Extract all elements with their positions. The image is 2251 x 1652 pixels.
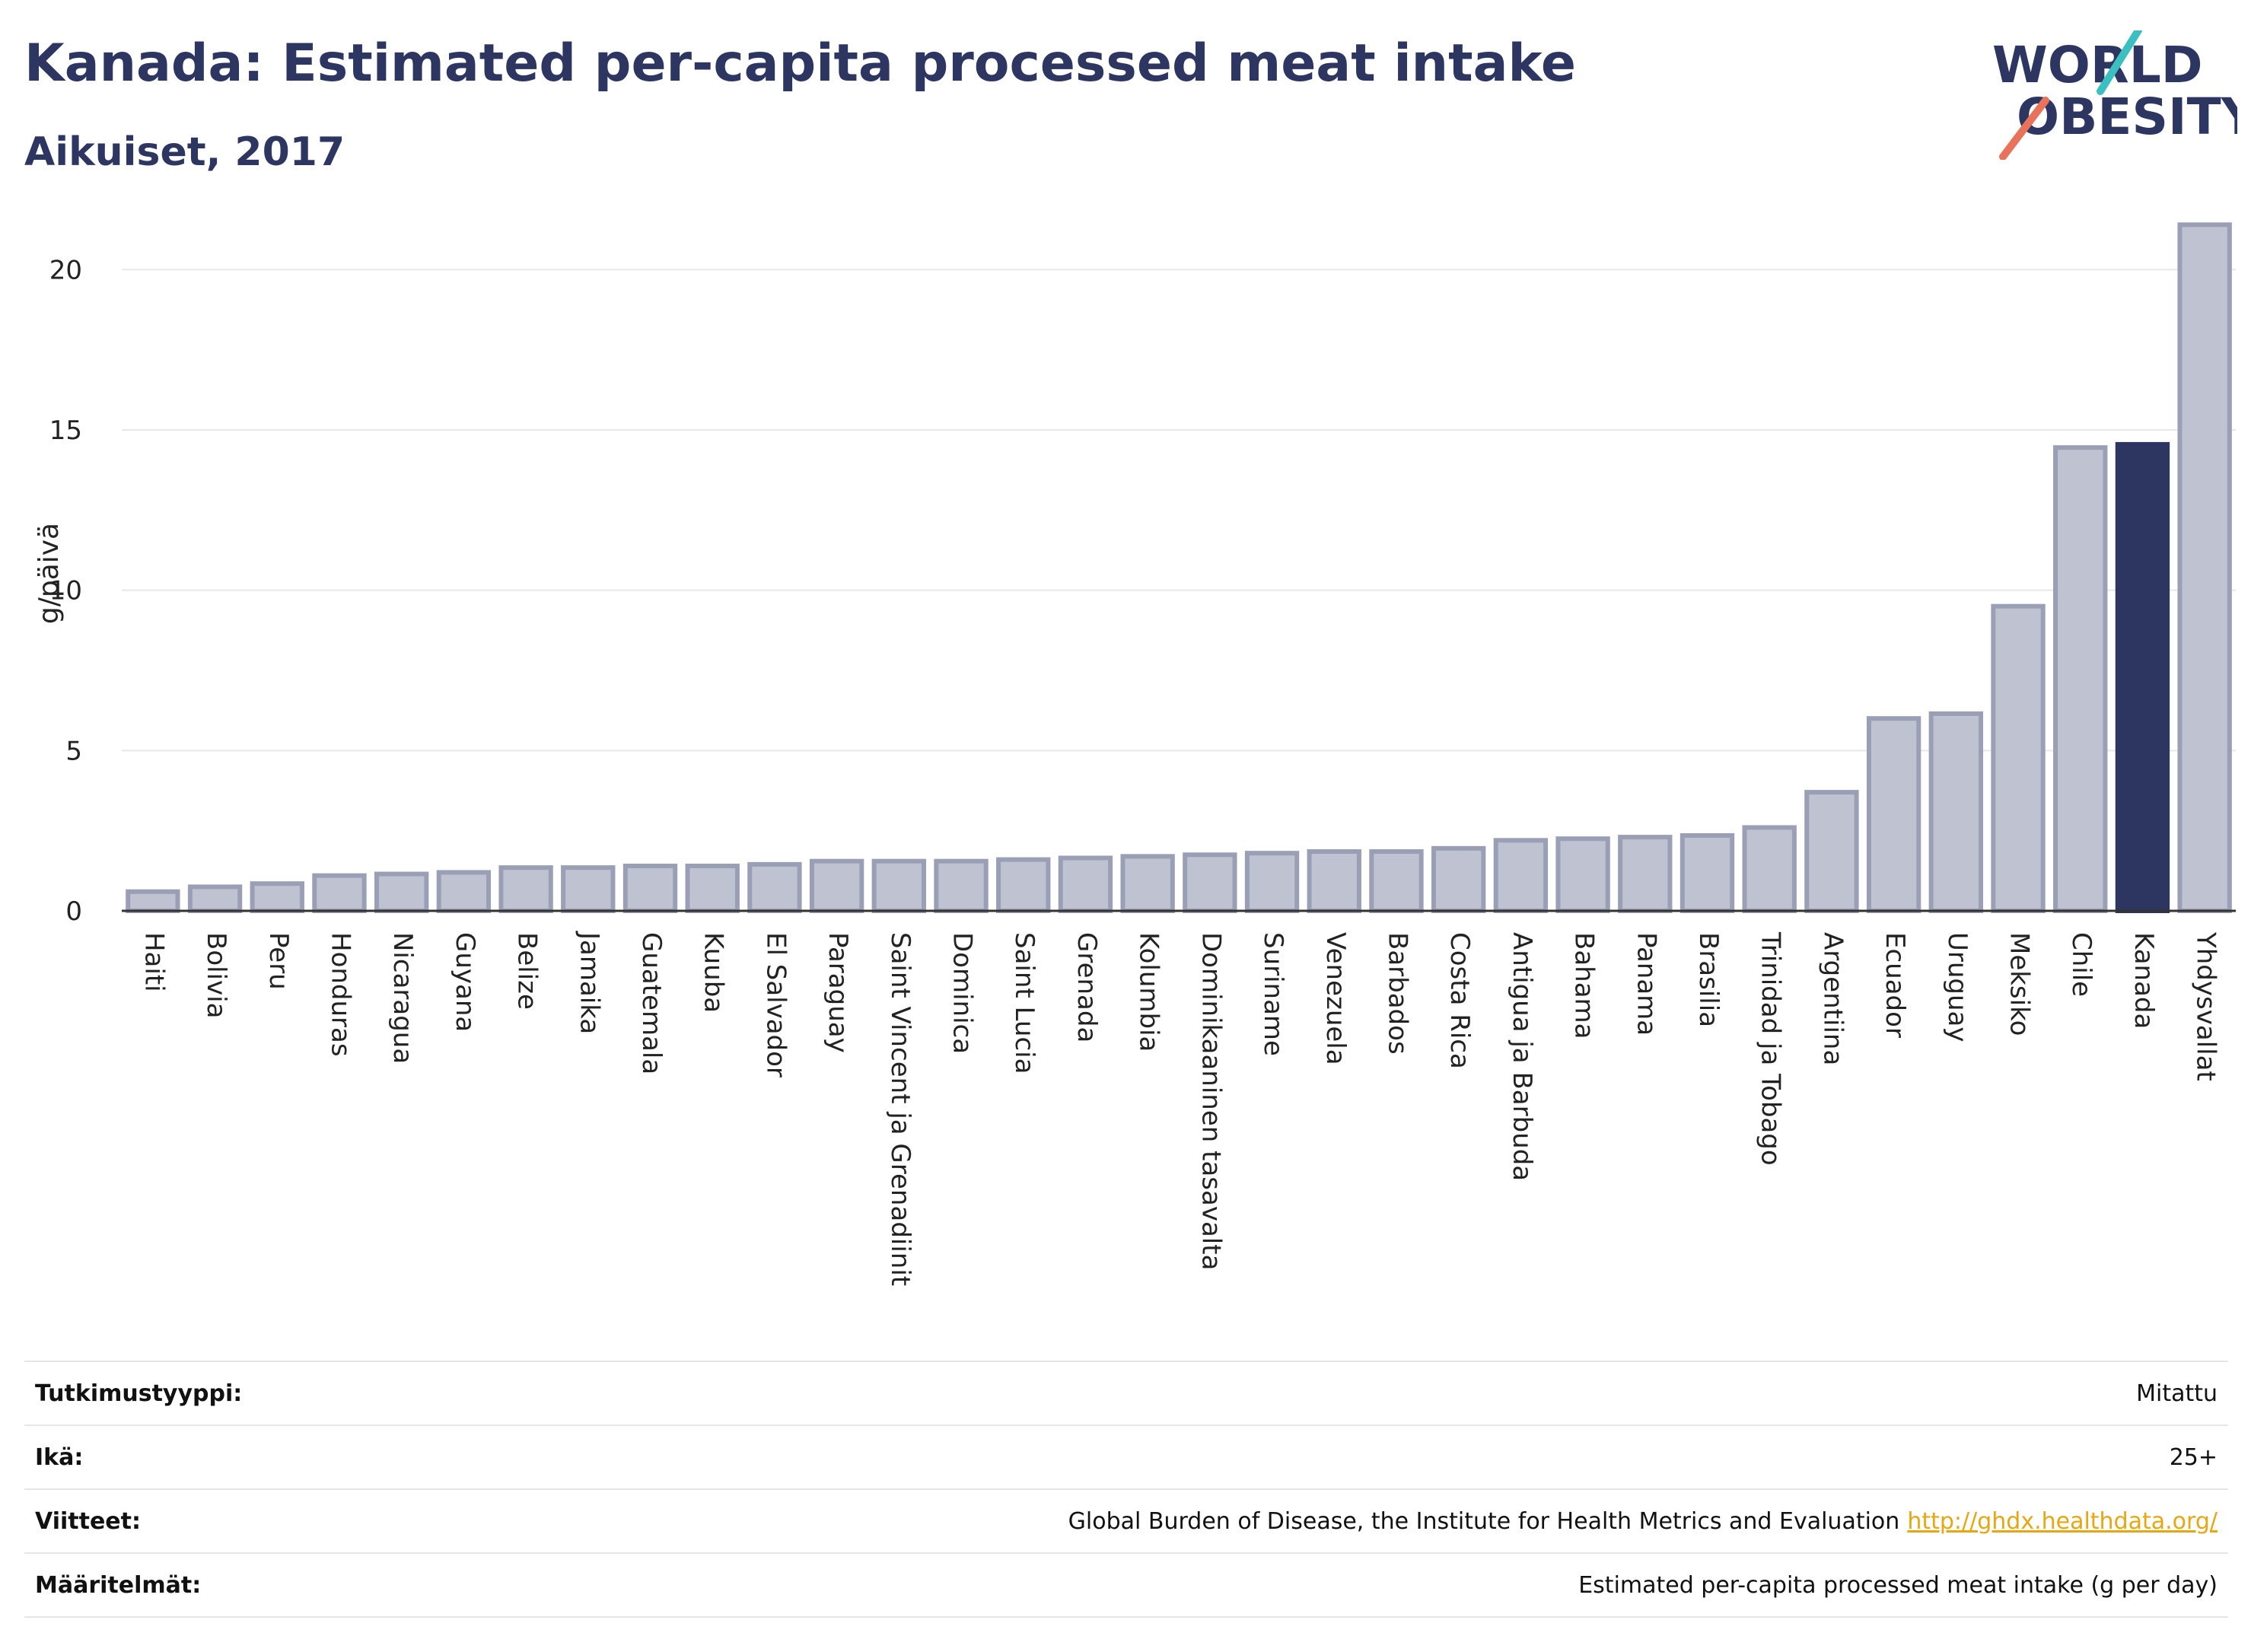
- bar: [809, 858, 864, 913]
- x-tick-label: Haiti: [138, 932, 169, 992]
- info-value: 25+: [2169, 1444, 2218, 1471]
- x-tick-label: Guatemala: [636, 932, 667, 1074]
- bar: [622, 864, 678, 913]
- bar: [126, 889, 180, 913]
- bar: [1493, 838, 1549, 914]
- bar: [1618, 835, 1673, 913]
- y-tick-label: 0: [65, 896, 82, 927]
- x-tick-label: Chile: [2066, 932, 2097, 997]
- x-tick-label: Saint Vincent ja Grenadiinit: [885, 932, 915, 1286]
- world-obesity-logo: WORLD OBESITY: [1992, 30, 2237, 160]
- x-tick-label: Kolumbia: [1134, 932, 1164, 1052]
- bar: [1742, 825, 1797, 913]
- bar: [1120, 854, 1175, 913]
- info-row-age: Ikä: 25+: [24, 1424, 2228, 1488]
- x-tick-label: Barbados: [1382, 932, 1412, 1055]
- bar: [187, 884, 243, 913]
- bar: [685, 864, 740, 913]
- info-label: Tutkimustyyppi:: [35, 1380, 243, 1407]
- x-tick-label: Nicaragua: [387, 932, 418, 1064]
- x-tick-label: El Salvador: [760, 932, 791, 1077]
- bar: [561, 865, 616, 914]
- info-label: Viitteet:: [35, 1507, 141, 1535]
- x-tick-label: Honduras: [325, 932, 355, 1057]
- x-tick-label: Bahama: [1569, 932, 1600, 1039]
- y-tick-label: 10: [49, 576, 82, 606]
- bar: [436, 870, 492, 914]
- y-tick-label: 15: [49, 415, 82, 446]
- x-tick-label: Guyana: [450, 932, 480, 1032]
- bar: [871, 858, 927, 913]
- y-tick-label: 5: [65, 736, 82, 766]
- info-table: Tutkimustyyppi: Mitattu Ikä: 25+ Viittee…: [24, 1361, 2228, 1618]
- bar: [250, 881, 304, 913]
- x-tick-label: Dominica: [947, 932, 978, 1054]
- info-row-definitions: Määritelmät: Estimated per-capita proces…: [24, 1552, 2228, 1618]
- x-tick-label: Dominikaaninen tasavalta: [1196, 932, 1226, 1270]
- bar: [747, 861, 802, 913]
- bar: [2115, 441, 2170, 913]
- source-link[interactable]: http://ghdx.healthdata.org/: [1907, 1507, 2218, 1535]
- x-tick-label: Argentiina: [1817, 932, 1848, 1065]
- x-tick-label: Bolivia: [201, 932, 231, 1018]
- x-tick-label: Kuuba: [699, 932, 729, 1013]
- bar: [1555, 836, 1610, 914]
- x-tick-label: Venezuela: [1320, 932, 1351, 1065]
- bar: [1928, 711, 1984, 914]
- x-tick-label: Meksiko: [2004, 932, 2035, 1036]
- x-tick-label: Brasilia: [1693, 932, 1724, 1027]
- info-row-references: Viitteet: Global Burden of Disease, the …: [24, 1488, 2228, 1552]
- x-tick-label: Kanada: [2128, 932, 2159, 1029]
- bar: [934, 858, 989, 913]
- x-tick-label: Costa Rica: [1444, 932, 1475, 1069]
- page-subtitle: Aikuiset, 2017: [24, 129, 345, 175]
- info-label: Määritelmät:: [35, 1571, 202, 1599]
- bar-chart: 0 5 10 15 20 g/päivä Haiti Bolivia Peru Honduras N…: [33, 222, 2236, 1286]
- x-tick-label: Panama: [1631, 932, 1661, 1036]
- bar: [1804, 790, 1859, 913]
- bar: [312, 873, 367, 914]
- page-title: Kanada: Estimated per-capita processed m…: [24, 33, 1577, 94]
- x-tick-label: Ecuador: [1880, 932, 1910, 1038]
- x-tick-label: Suriname: [1258, 932, 1288, 1056]
- bar: [374, 871, 429, 914]
- bar: [1307, 849, 1361, 913]
- info-label: Ikä:: [35, 1444, 84, 1471]
- logo-line1: WORLD: [1992, 36, 2203, 94]
- info-value: Estimated per-capita processed meat inta…: [1578, 1571, 2218, 1599]
- x-tick-label: Trinidad ja Tobago: [1756, 931, 1786, 1166]
- bar: [1991, 603, 2046, 913]
- bar: [1369, 849, 1424, 913]
- x-tick-label: Peru: [263, 932, 294, 990]
- x-tick-label: Saint Lucia: [1009, 932, 1040, 1074]
- x-tick-label: Uruguay: [1942, 932, 1972, 1042]
- bar: [1866, 716, 1921, 913]
- bar: [2177, 222, 2232, 914]
- x-tick-label: Antigua ja Barbuda: [1507, 932, 1537, 1181]
- x-tick-label: Belize: [512, 932, 543, 1010]
- info-value: Global Burden of Disease, the Institute …: [1068, 1507, 1900, 1535]
- bar: [1183, 852, 1237, 913]
- bar: [1679, 832, 1735, 913]
- bar: [1058, 855, 1113, 913]
- logo-slash-teal: [2097, 30, 2142, 95]
- info-value: Mitattu: [2136, 1380, 2218, 1407]
- x-tick-label: Grenada: [1071, 932, 1102, 1042]
- info-value-wrap: Global Burden of Disease, the Institute …: [1068, 1508, 2228, 1535]
- x-tick-label: Jamaika: [574, 931, 604, 1034]
- bar: [1431, 845, 1486, 914]
- bar: [498, 865, 553, 914]
- logo-line2: OBESITY: [2017, 88, 2237, 146]
- logo-slash-coral: [1999, 97, 2049, 160]
- y-axis-title: g/päivä: [33, 523, 65, 624]
- x-tick-label: Yhdysvallat: [2191, 931, 2221, 1081]
- info-row-study-type: Tutkimustyyppi: Mitattu: [24, 1361, 2228, 1424]
- bar: [2053, 445, 2108, 913]
- y-tick-label: 20: [49, 255, 82, 285]
- bar: [996, 857, 1051, 913]
- bar: [1244, 851, 1300, 913]
- x-tick-label: Paraguay: [823, 932, 853, 1053]
